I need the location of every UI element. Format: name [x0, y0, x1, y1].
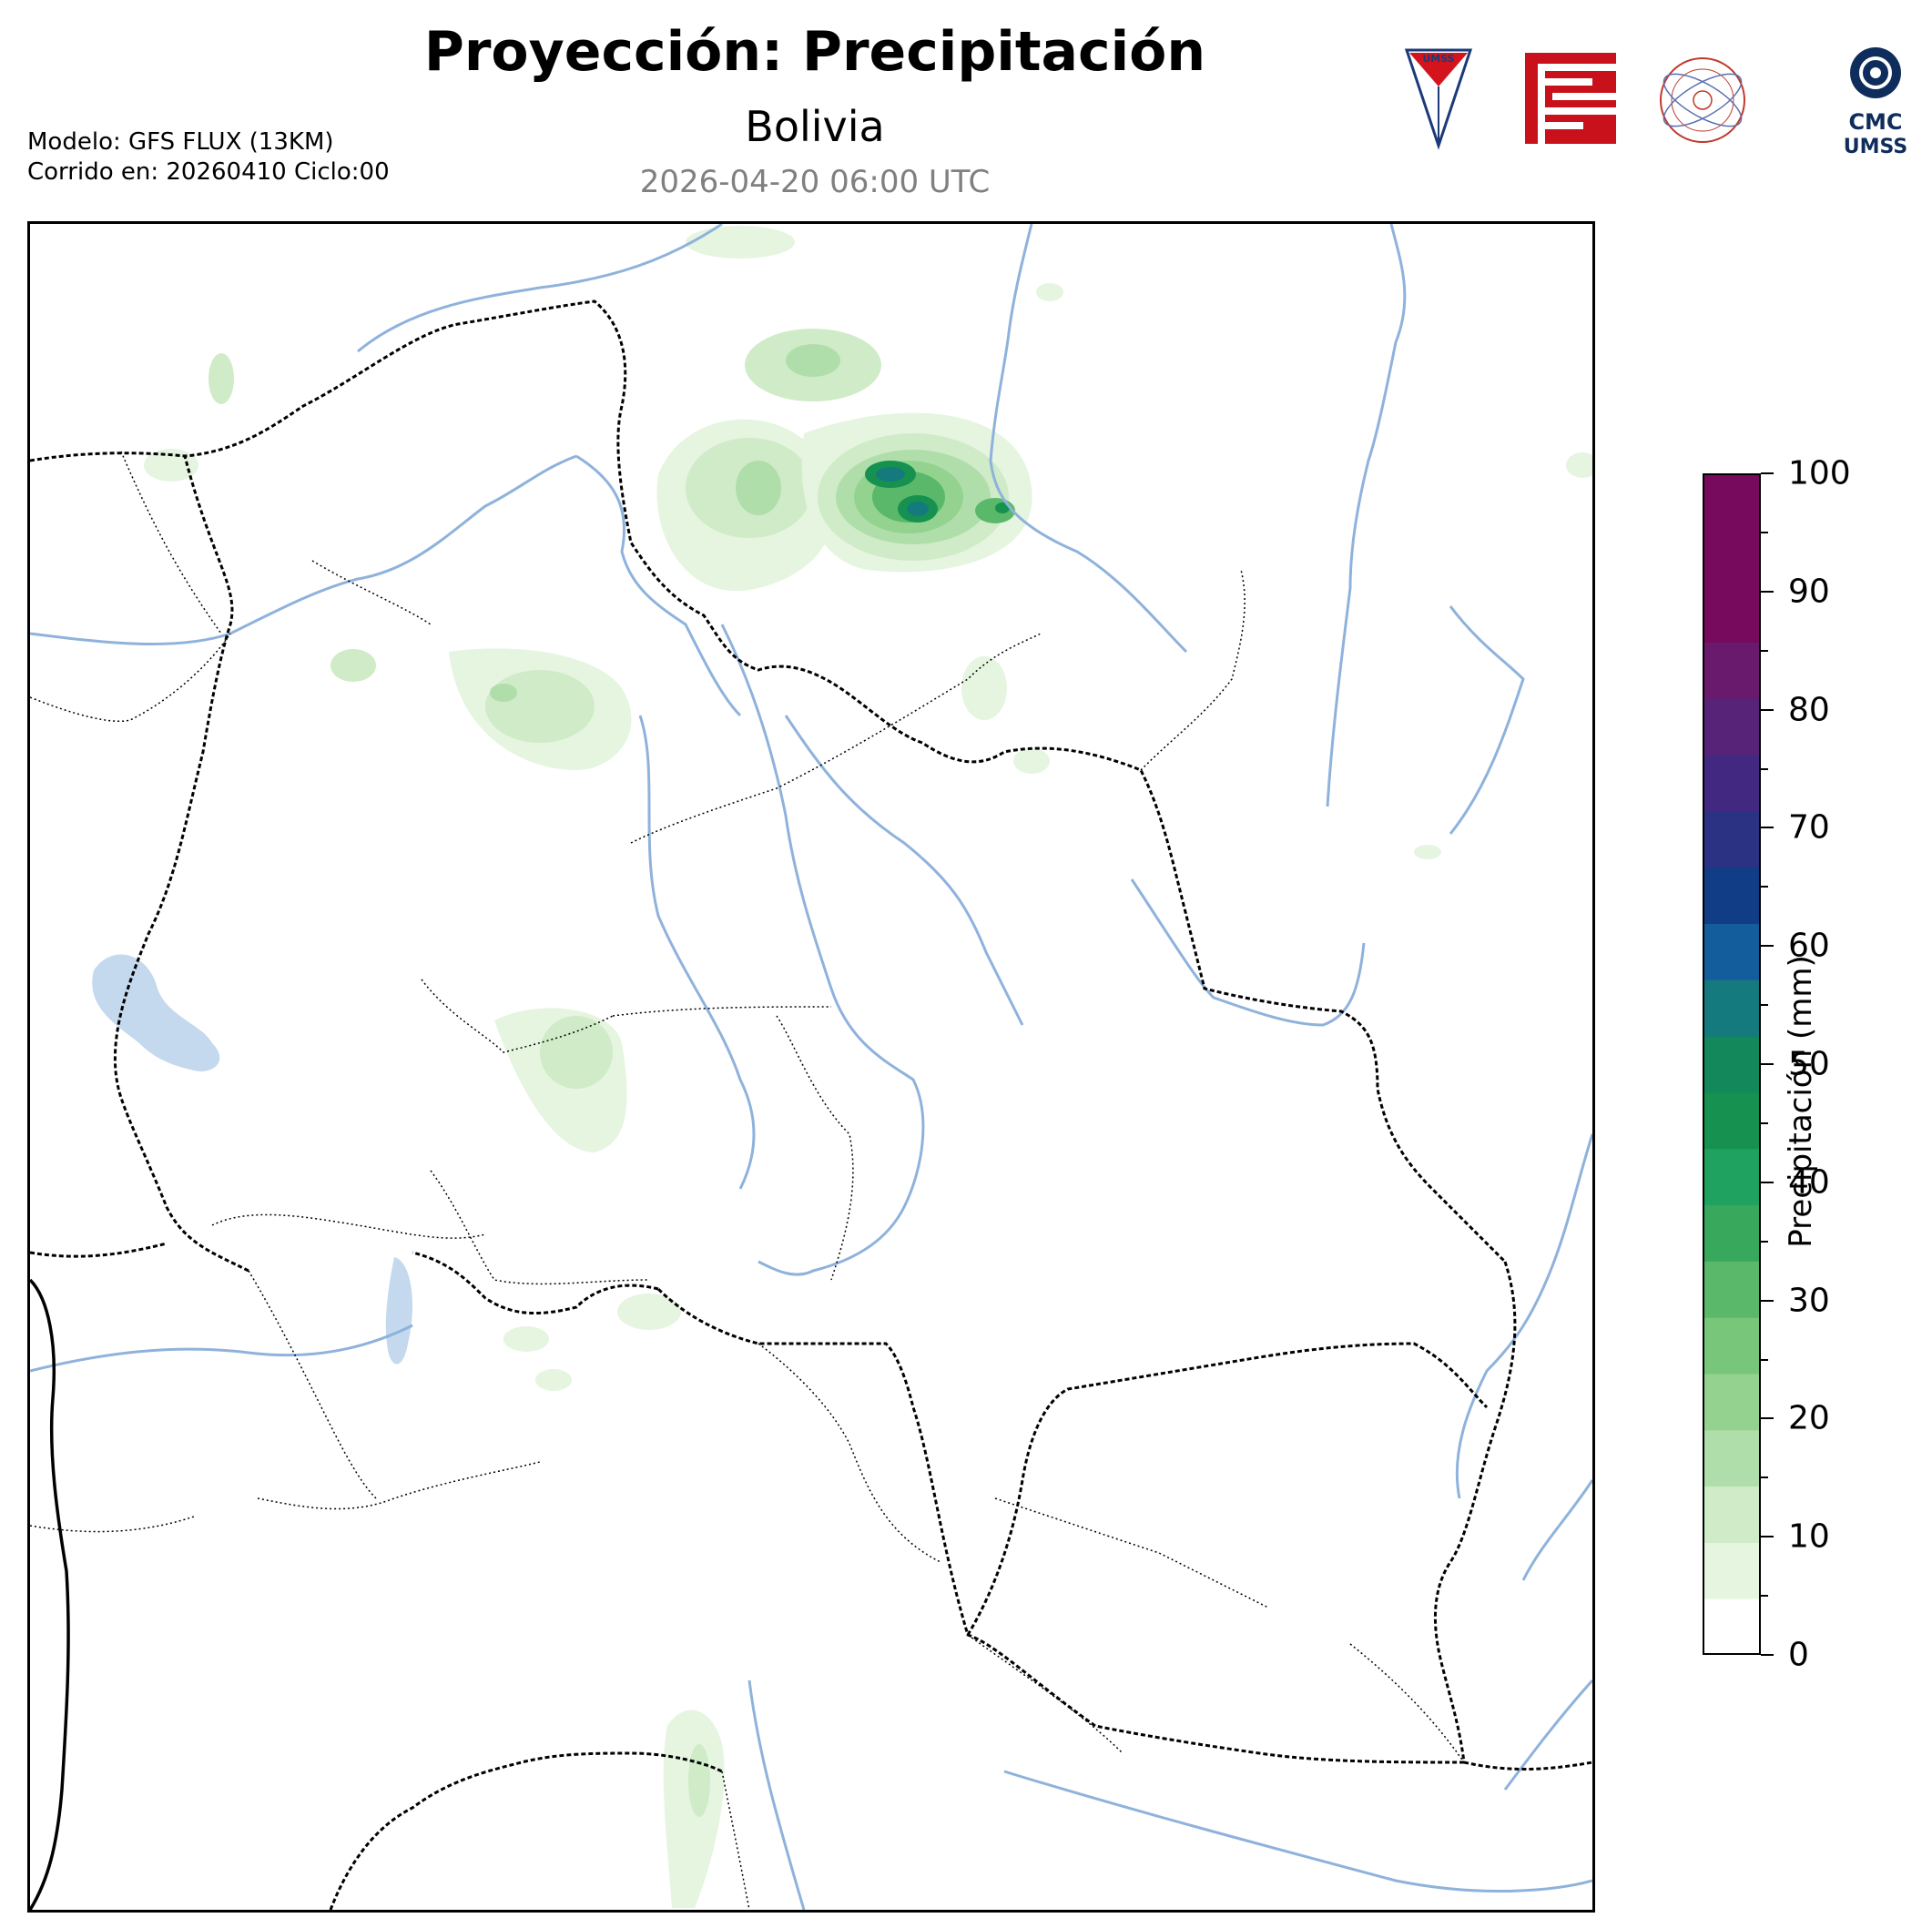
colorbar-minor-tick	[1761, 531, 1768, 533]
map-panel	[27, 221, 1595, 1913]
colorbar-minor-tick	[1761, 1476, 1768, 1479]
precipitation-areas	[144, 226, 1592, 1908]
colorbar-segment	[1703, 1598, 1761, 1655]
colorbar-tick-label: 20	[1788, 1399, 1830, 1437]
colorbar-tick-label: 10	[1788, 1517, 1830, 1556]
model-line: Modelo: GFS FLUX (13KM)	[27, 128, 334, 156]
colorbar-minor-tick	[1761, 1121, 1768, 1124]
colorbar-minor-tick	[1761, 886, 1768, 888]
colorbar-tick	[1761, 945, 1774, 948]
colorbar-tick-label: 60	[1788, 927, 1830, 965]
colorbar-segment	[1703, 1148, 1761, 1206]
colorbar-tick	[1761, 1536, 1774, 1538]
cmc-logo-line2: UMSS	[1844, 136, 1907, 158]
colorbar-minor-tick	[1761, 649, 1768, 652]
coastline	[30, 1278, 70, 1910]
colorbar-tick-label: 0	[1788, 1636, 1809, 1674]
internal-borders	[30, 451, 1465, 1910]
colorbar-tick	[1761, 827, 1774, 829]
colorbar-segment	[1703, 810, 1761, 868]
colorbar-tick	[1761, 472, 1774, 474]
colorbar-segment	[1703, 1036, 1761, 1093]
lakes	[92, 954, 412, 1365]
institution-logos: UMSS CMC UMSS	[1404, 47, 1907, 158]
precipitation-map	[30, 224, 1592, 1910]
cmc-logo-line1: CMC	[1848, 109, 1902, 135]
umss-shield-icon: UMSS	[1404, 48, 1473, 150]
colorbar-segment	[1703, 473, 1761, 531]
colorbar-segment	[1703, 642, 1761, 699]
colorbar-tick-label: 30	[1788, 1282, 1830, 1320]
colorbar-segment	[1703, 1429, 1761, 1487]
colorbar-segment	[1703, 755, 1761, 812]
region-subtitle: Bolivia	[745, 102, 885, 151]
colorbar-minor-tick	[1761, 1358, 1768, 1361]
colorbar-segment	[1703, 1261, 1761, 1318]
colorbar-segment	[1703, 1204, 1761, 1262]
rivers	[30, 224, 1592, 1910]
colorbar-segment	[1703, 923, 1761, 980]
colorbar-tick	[1761, 1063, 1774, 1065]
colorbar-tick-label: 90	[1788, 573, 1830, 611]
colorbar-segment	[1703, 1317, 1761, 1375]
colorbar-tick	[1761, 1181, 1774, 1183]
colorbar-segment	[1703, 867, 1761, 924]
colorbar-tick-label: 80	[1788, 691, 1830, 729]
colorbar-segment	[1703, 1373, 1761, 1431]
forecast-datetime: 2026-04-20 06:00 UTC	[639, 164, 991, 200]
colorbar-tick-label: 40	[1788, 1163, 1830, 1202]
colorbar-tick-label: 70	[1788, 808, 1830, 847]
colorbar-segment	[1703, 529, 1761, 587]
colorbar-tick	[1761, 1654, 1774, 1656]
colorbar-segment	[1703, 979, 1761, 1037]
colorbar-tick	[1761, 1299, 1774, 1302]
colorbar-tick	[1761, 708, 1774, 711]
chart-title: Proyección: Precipitación	[423, 20, 1206, 84]
colorbar-label: Precipitación (mm)	[1783, 955, 1819, 1248]
engineering-logo-icon	[1525, 53, 1616, 144]
colorbar-segment	[1703, 698, 1761, 756]
colorbar-segment	[1703, 1091, 1761, 1150]
colorbar-frame	[1703, 473, 1761, 1655]
colorbar-tick-label: 50	[1788, 1045, 1830, 1083]
physics-department-seal-icon	[1660, 57, 1745, 143]
umss-logo-text: UMSS	[1422, 53, 1454, 65]
colorbar-segment	[1703, 585, 1761, 643]
model-info: Modelo: GFS FLUX (13KM) Corrido en: 2026…	[27, 127, 390, 188]
country-borders	[30, 299, 1592, 1910]
run-line: Corrido en: 20260410 Ciclo:00	[27, 158, 390, 186]
colorbar-segment	[1703, 1486, 1761, 1543]
colorbar-tick	[1761, 1417, 1774, 1420]
colorbar-segment	[1703, 1542, 1761, 1599]
precipitation-colorbar	[1703, 473, 1761, 1655]
cmc-umss-logo-icon: CMC UMSS	[1844, 47, 1907, 158]
colorbar-minor-tick	[1761, 767, 1768, 770]
colorbar-minor-tick	[1761, 1004, 1768, 1007]
colorbar-minor-tick	[1761, 1240, 1768, 1243]
colorbar-minor-tick	[1761, 1595, 1768, 1598]
colorbar-tick	[1761, 590, 1774, 593]
colorbar-tick-label: 100	[1788, 454, 1851, 492]
